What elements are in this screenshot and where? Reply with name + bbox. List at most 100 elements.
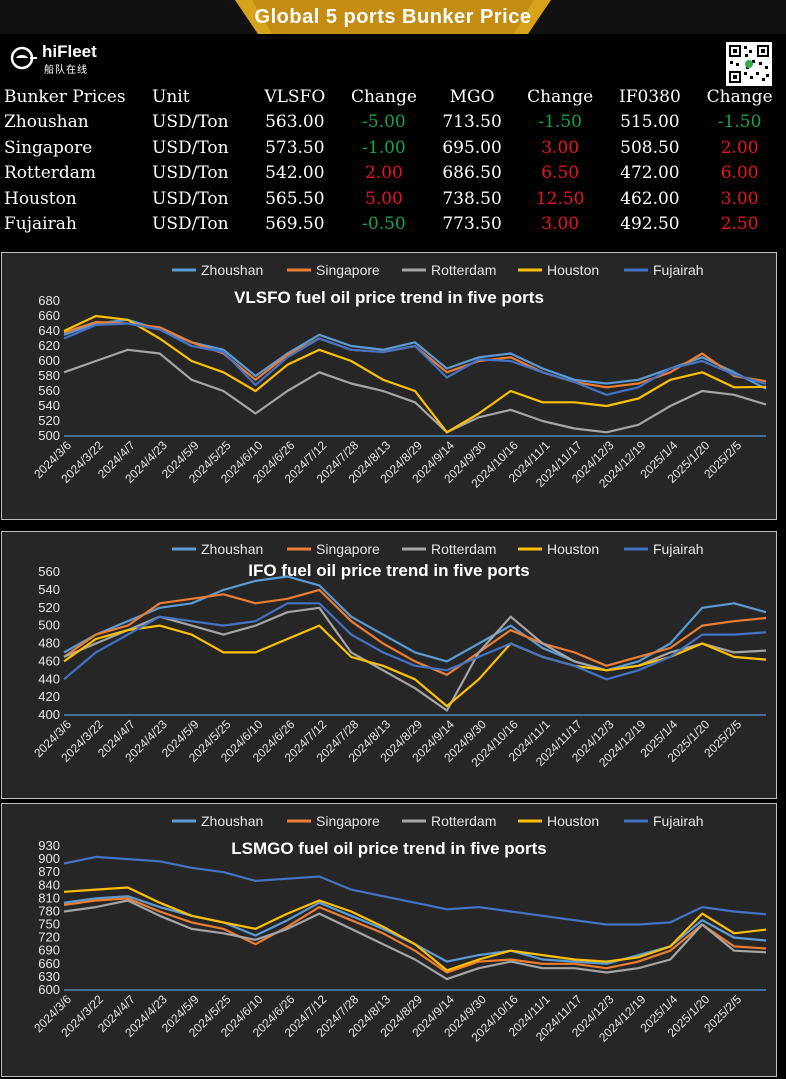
legend-item-singapore: Singapore: [287, 262, 380, 278]
header-mgo-change: Change: [527, 86, 594, 107]
legend-label: Zhoushan: [201, 541, 263, 557]
lsmgo-series-singapore: [63, 897, 767, 974]
y-tick-label: 620: [38, 338, 60, 353]
mgo-price: 695.00: [442, 137, 502, 158]
y-tick-label: 660: [38, 956, 60, 971]
ifo-series-rotterdam: [63, 606, 767, 712]
legend-item-houston: Houston: [518, 813, 599, 829]
port-name: Singapore: [4, 137, 93, 158]
vlsfo-change: -0.50: [362, 214, 406, 235]
if0380-price: 462.00: [620, 188, 680, 209]
unit-cell: USD/Ton: [152, 188, 229, 209]
port-name: Fujairah: [4, 214, 77, 235]
legend-label: Singapore: [316, 813, 380, 829]
legend-item-rotterdam: Rotterdam: [402, 541, 496, 557]
mgo-change: 3.00: [541, 137, 580, 158]
vlsfo-chart-plot: Zhoushan Singapore Rotterdam Houston Fujaira…: [31, 262, 767, 491]
y-tick-label: 640: [38, 323, 60, 338]
y-tick-label: 930: [38, 838, 60, 853]
y-tick-label: 810: [38, 890, 60, 905]
if0380-change: 6.00: [720, 163, 759, 184]
vlsfo-series-zhoushan: [63, 318, 767, 390]
legend-label: Fujairah: [653, 262, 704, 278]
bunker-price-table: Bunker Prices Unit VLSFO Change MGO Chan…: [0, 84, 786, 237]
legend-label: Rotterdam: [431, 262, 496, 278]
legend-label: Singapore: [316, 262, 380, 278]
legend-item-houston: Houston: [518, 262, 599, 278]
ifo-series-zhoushan: [63, 575, 767, 672]
legend-item-singapore: Singapore: [287, 541, 380, 557]
ship-icon: [10, 46, 37, 70]
ifo-chart-plot: Zhoushan Singapore Rotterdam Houston Fujaira…: [31, 541, 767, 770]
ifo-chart-panel: Zhoushan Singapore Rotterdam Houston Fujaira…: [1, 531, 777, 799]
vlsfo-price: 573.50: [265, 137, 325, 158]
y-tick-label: 870: [38, 864, 60, 879]
ifo-series-singapore: [63, 588, 767, 676]
y-tick-label: 630: [38, 969, 60, 984]
header-vlsfo: VLSFO: [264, 86, 326, 107]
lsmgo-chart-panel: Zhoushan Singapore Rotterdam Houston Fujaira…: [1, 803, 777, 1077]
y-tick-label: 780: [38, 903, 60, 918]
y-tick-label: 520: [38, 413, 60, 428]
legend-item-rotterdam: Rotterdam: [402, 813, 496, 829]
legend-item-rotterdam: Rotterdam: [402, 262, 496, 278]
y-tick-label: 560: [38, 383, 60, 398]
legend-label: Houston: [547, 262, 599, 278]
legend-item-singapore: Singapore: [287, 813, 380, 829]
unit-cell: USD/Ton: [152, 112, 229, 133]
y-tick-label: 420: [38, 689, 60, 704]
if0380-price: 472.00: [620, 163, 680, 184]
y-tick-label: 690: [38, 943, 60, 958]
chart-title: LSMGO fuel oil price trend in five ports: [231, 839, 546, 858]
title-banner: [0, 0, 786, 34]
ifo-series-fujairah: [63, 602, 767, 681]
legend-item-zhoushan: Zhoushan: [172, 262, 263, 278]
chart-title: IFO fuel oil price trend in five ports: [248, 561, 529, 580]
qr-code-icon: [726, 42, 772, 86]
legend-label: Zhoushan: [201, 262, 263, 278]
legend-label: Singapore: [316, 541, 380, 557]
logo-text: hiFleet: [42, 42, 97, 61]
y-tick-label: 540: [38, 398, 60, 413]
ifo-series-houston: [63, 624, 767, 708]
vlsfo-series-rotterdam: [63, 348, 767, 434]
y-tick-label: 600: [38, 982, 60, 997]
header-vlsfo-change: Change: [350, 86, 417, 107]
table-row: Houston USD/Ton 565.50 5.00 738.50 12.50…: [0, 186, 786, 212]
legend-item-fujairah: Fujairah: [624, 262, 704, 278]
mgo-price: 686.50: [442, 163, 502, 184]
vlsfo-series-fujairah: [63, 322, 767, 396]
lsmgo-series-rotterdam: [63, 899, 767, 981]
if0380-price: 492.50: [620, 214, 680, 235]
if0380-price: 515.00: [620, 112, 680, 133]
logo-subtext: 船队在线: [44, 65, 88, 76]
vlsfo-price: 563.00: [265, 112, 325, 133]
lsmgo-series-fujairah: [63, 855, 767, 926]
vlsfo-chart-panel: Zhoushan Singapore Rotterdam Houston Fujaira…: [1, 252, 777, 520]
legend-label: Rotterdam: [431, 541, 496, 557]
y-tick-label: 560: [38, 564, 60, 579]
legend-label: Fujairah: [653, 541, 704, 557]
legend-item-houston: Houston: [518, 541, 599, 557]
header-if0380: IF0380: [618, 86, 681, 107]
table-row: Fujairah USD/Ton 569.50 -0.50 773.50 3.0…: [0, 212, 786, 238]
header-unit: Unit: [152, 86, 190, 107]
y-tick-label: 440: [38, 671, 60, 686]
mgo-change: -1.50: [538, 112, 582, 133]
legend-item-zhoushan: Zhoushan: [172, 813, 263, 829]
y-tick-label: 480: [38, 636, 60, 651]
port-name: Rotterdam: [4, 163, 97, 184]
table-row: Zhoushan USD/Ton 563.00 -5.00 713.50 -1.…: [0, 110, 786, 136]
y-tick-label: 500: [38, 618, 60, 633]
mgo-change: 3.00: [541, 214, 580, 235]
if0380-change: 3.00: [720, 188, 759, 209]
y-tick-label: 520: [38, 600, 60, 615]
legend-item-zhoushan: Zhoushan: [172, 541, 263, 557]
vlsfo-price: 565.50: [265, 188, 325, 209]
legend-label: Rotterdam: [431, 813, 496, 829]
y-tick-label: 720: [38, 930, 60, 945]
y-tick-label: 660: [38, 308, 60, 323]
legend-label: Houston: [547, 541, 599, 557]
chart-title: VLSFO fuel oil price trend in five ports: [234, 288, 544, 307]
unit-cell: USD/Ton: [152, 163, 229, 184]
